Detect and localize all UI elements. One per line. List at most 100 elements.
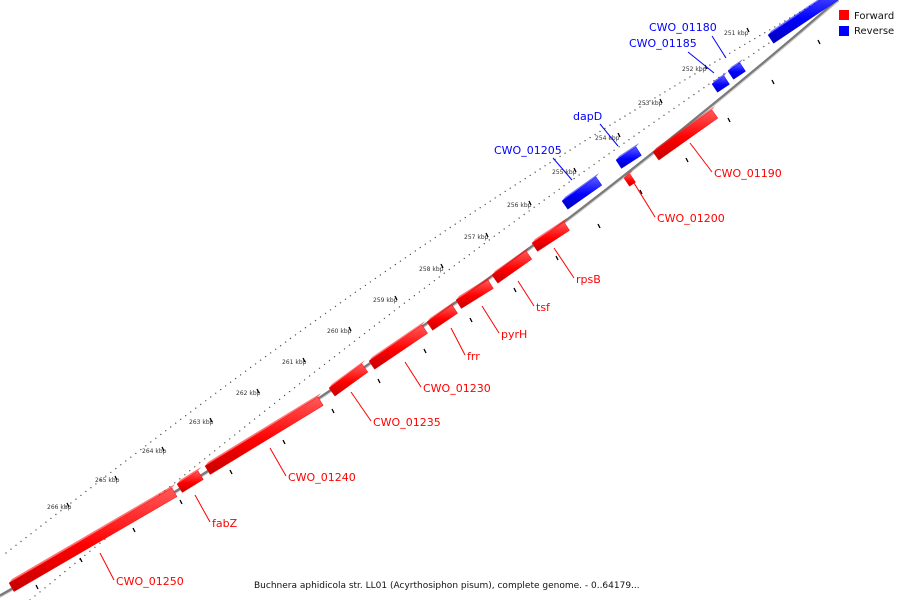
- forward-gene-label: CWO_01250: [116, 575, 184, 588]
- coordinate-ruler: 251 kbp 252 kbp 253 kbp 254 kbp 255 kbp 256 k…: [5, 0, 821, 554]
- kbp-tick-mark: [659, 98, 663, 104]
- kbp-tick-label: 262 kbp: [236, 390, 261, 397]
- kbp-tick-mark: [573, 167, 577, 173]
- kbp-tick-label: 260 kbp: [327, 328, 352, 335]
- forward-gene-block: [176, 467, 204, 493]
- reverse-gene-block: [711, 72, 730, 93]
- kbp-tick-mark: [256, 388, 260, 394]
- inner-tick-mark: [817, 39, 821, 45]
- forward-swatch: [839, 10, 849, 20]
- kbp-tick-mark: [209, 417, 213, 423]
- kbp-tick-mark: [485, 232, 489, 238]
- forward-gene-block: [328, 360, 369, 397]
- forward-gene-block: [8, 484, 178, 592]
- forward-gene-label: CWO_01235: [373, 416, 441, 429]
- leader-line: [350, 391, 372, 422]
- leader-line: [633, 182, 656, 218]
- inner-tick-mark: [771, 79, 775, 85]
- inner-tick-mark: [331, 408, 335, 414]
- reverse-gene-block: [561, 173, 603, 210]
- leader-line: [687, 51, 715, 74]
- forward-gene-label: CWO_01230: [423, 382, 491, 395]
- kbp-tick-label: 263 kbp: [189, 419, 214, 426]
- genome-caption: Buchnera aphidicola str. LL01 (Acyrthosi…: [254, 581, 640, 591]
- reverse-gene-label: CWO_01185: [629, 37, 697, 50]
- forward-gene-label: fabZ: [212, 517, 238, 530]
- inner-dotted-ring: [29, 1, 830, 600]
- kbp-tick-label: 252 kbp: [682, 66, 707, 73]
- forward-gene-label: CWO_01190: [714, 167, 782, 180]
- legend: Forward Reverse: [839, 10, 894, 37]
- kbp-tick-label: 265 kbp: [95, 477, 120, 484]
- kbp-tick-mark: [348, 326, 352, 332]
- inner-tick-mark: [229, 469, 233, 475]
- forward-gene-block: [455, 276, 494, 309]
- leader-line: [404, 361, 422, 388]
- inner-tick-mark: [639, 189, 643, 195]
- kbp-tick-label: 256 kbp: [507, 202, 532, 209]
- forward-gene-label: CWO_01240: [288, 471, 356, 484]
- inner-tick-mark: [423, 348, 427, 354]
- reverse-gene-block: [727, 59, 746, 80]
- leader-line: [552, 157, 573, 181]
- reverse-swatch: [839, 26, 849, 36]
- forward-legend-label: Forward: [854, 11, 894, 22]
- forward-gene-label: tsf: [536, 301, 551, 314]
- reverse-gene-block: [615, 143, 642, 169]
- leader-line: [517, 280, 535, 307]
- kbp-tick-label: 266 kbp: [47, 504, 72, 511]
- inner-tick-mark: [179, 499, 183, 505]
- leader-line: [689, 142, 713, 173]
- inner-tick-mark: [132, 527, 136, 533]
- leader-line: [711, 35, 727, 59]
- reverse-gene-label: CWO_01180: [649, 21, 717, 34]
- kbp-tick-label: 264 kbp: [142, 448, 167, 455]
- forward-gene-label: frr: [467, 350, 480, 363]
- genome-backbone: [0, 0, 840, 598]
- inner-tick-mark: [35, 584, 39, 590]
- forward-gene-block: [491, 247, 533, 284]
- leader-line: [481, 305, 500, 334]
- kbp-tick-mark: [440, 263, 444, 269]
- leader-line: [553, 247, 575, 279]
- inner-tick-mark: [685, 157, 689, 163]
- inner-tick-mark: [513, 287, 517, 293]
- kbp-tick-label: 259 kbp: [373, 297, 398, 304]
- forward-gene-block: [623, 170, 636, 187]
- inner-tick-mark: [282, 439, 286, 445]
- forward-gene-label: pyrH: [501, 328, 527, 341]
- inner-tick-mark: [377, 378, 381, 384]
- kbp-tick-label: 258 kbp: [419, 266, 444, 273]
- gene-track: [8, 0, 839, 592]
- kbp-tick-label: 257 kbp: [464, 234, 489, 241]
- forward-gene-block: [204, 393, 324, 475]
- kbp-tick-mark: [161, 446, 165, 452]
- kbp-tick-label: 261 kbp: [282, 359, 307, 366]
- leader-line: [269, 447, 287, 477]
- reverse-gene-label: CWO_01205: [494, 144, 562, 157]
- kbp-tick-label: 254 kbp: [595, 135, 620, 142]
- forward-gene-label: rpsB: [576, 273, 601, 286]
- kbp-tick-mark: [114, 475, 118, 481]
- leader-line: [450, 327, 466, 356]
- inner-tick-mark: [79, 557, 83, 563]
- kbp-tick-mark: [528, 200, 532, 206]
- leader-line: [194, 494, 211, 523]
- kbp-tick-mark: [746, 27, 750, 33]
- kbp-tick-mark: [617, 132, 621, 138]
- forward-gene-block: [531, 218, 570, 252]
- inner-tick-mark: [727, 117, 731, 123]
- leader-line: [599, 123, 619, 147]
- forward-gene-label: CWO_01200: [657, 212, 725, 225]
- kbp-tick-label: 251 kbp: [724, 30, 749, 37]
- inner-tick-mark: [597, 223, 601, 229]
- kbp-tick-mark: [66, 502, 70, 508]
- inner-tick-mark: [555, 255, 559, 261]
- forward-gene-block: [426, 301, 458, 331]
- reverse-legend-label: Reverse: [854, 26, 894, 37]
- kbp-tick-mark: [302, 357, 306, 363]
- kbp-tick-label: 255 kbp: [552, 169, 577, 176]
- reverse-gene-block: [767, 0, 839, 44]
- inner-tick-mark: [469, 317, 473, 323]
